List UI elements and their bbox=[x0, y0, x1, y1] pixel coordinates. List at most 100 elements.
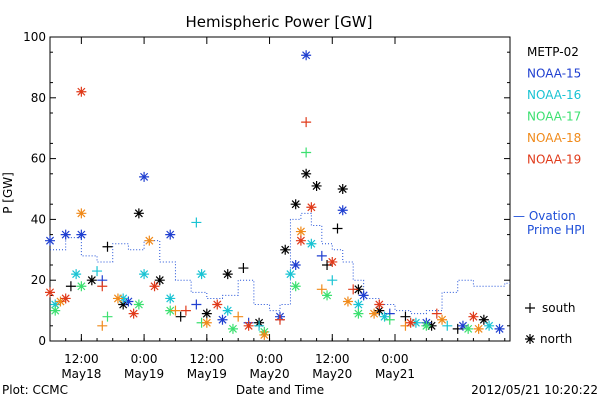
north-marker bbox=[55, 296, 66, 307]
plot-credit: Plot: CCMC bbox=[2, 383, 68, 397]
south-marker bbox=[233, 311, 244, 322]
x-tick-date-label: May18 bbox=[61, 367, 101, 381]
north-marker bbox=[123, 296, 134, 307]
south-marker bbox=[102, 311, 113, 322]
north-marker bbox=[494, 323, 505, 334]
legend: METP-02 NOAA-15 NOAA-16 NOAA-17 NOAA-18 NOAA-… bbox=[513, 45, 585, 346]
legend-entry-noaa-19: NOAA-19 bbox=[527, 153, 581, 167]
series-noaa-15 bbox=[45, 50, 505, 334]
series-metp-02 bbox=[65, 168, 489, 334]
north-marker bbox=[369, 308, 380, 319]
x-tick-time-label: 12:00 bbox=[190, 352, 225, 366]
north-marker bbox=[295, 226, 306, 237]
south-marker bbox=[348, 284, 359, 295]
north-marker bbox=[139, 171, 150, 182]
north-marker bbox=[337, 205, 348, 216]
north-marker bbox=[222, 269, 233, 280]
south-marker bbox=[254, 320, 265, 331]
south-marker bbox=[180, 305, 191, 316]
north-marker bbox=[50, 305, 61, 316]
x-tick-date-label: May19 bbox=[124, 367, 164, 381]
north-marker bbox=[227, 323, 238, 334]
south-marker bbox=[322, 260, 333, 270]
north-marker bbox=[311, 180, 322, 191]
north-marker bbox=[118, 299, 129, 310]
north-marker bbox=[379, 311, 390, 322]
south-marker bbox=[452, 323, 463, 334]
axes: 02040608010012:00May180:00May1912:00May1… bbox=[23, 30, 511, 381]
north-marker bbox=[112, 293, 123, 304]
north-marker bbox=[118, 293, 129, 304]
south-marker bbox=[525, 303, 535, 313]
y-tick-label: 0 bbox=[38, 334, 46, 348]
x-tick-date-label: May20 bbox=[312, 367, 352, 381]
south-marker bbox=[400, 320, 411, 331]
y-tick-label: 80 bbox=[31, 91, 46, 105]
north-marker bbox=[133, 299, 144, 310]
north-marker bbox=[201, 308, 212, 319]
legend-north-label: north bbox=[540, 332, 572, 346]
north-marker bbox=[358, 290, 369, 301]
north-marker bbox=[196, 269, 207, 280]
north-marker bbox=[165, 305, 176, 316]
north-marker bbox=[76, 208, 87, 219]
north-marker bbox=[243, 320, 254, 331]
north-marker bbox=[374, 299, 385, 310]
south-marker bbox=[102, 241, 113, 252]
north-marker bbox=[149, 281, 160, 292]
south-marker bbox=[191, 217, 202, 228]
north-marker bbox=[342, 296, 353, 307]
x-tick-time-label: 0:00 bbox=[256, 352, 283, 366]
legend-entry-metp-02: METP-02 bbox=[527, 45, 579, 59]
south-marker bbox=[301, 117, 312, 128]
south-marker bbox=[191, 299, 202, 310]
south-marker bbox=[332, 223, 343, 234]
north-marker bbox=[473, 323, 484, 334]
north-marker bbox=[86, 275, 97, 286]
north-marker bbox=[353, 308, 364, 319]
north-marker bbox=[437, 314, 448, 325]
north-marker bbox=[71, 269, 82, 280]
north-marker bbox=[76, 86, 87, 97]
south-marker bbox=[92, 266, 103, 277]
north-marker bbox=[139, 269, 150, 280]
series-noaa-18 bbox=[55, 208, 484, 340]
south-marker bbox=[97, 281, 108, 292]
south-marker bbox=[400, 311, 411, 322]
south-marker bbox=[65, 281, 76, 292]
north-marker bbox=[165, 229, 176, 240]
legend-entry-noaa-15: NOAA-15 bbox=[527, 67, 581, 81]
plot-timestamp: 2012/05/21 10:20:22 bbox=[471, 383, 598, 397]
north-marker bbox=[133, 208, 144, 219]
chart-title: Hemispheric Power [GW] bbox=[186, 13, 373, 31]
north-marker bbox=[405, 317, 416, 328]
north-marker bbox=[280, 244, 291, 255]
north-marker bbox=[165, 293, 176, 304]
x-tick-time-label: 0:00 bbox=[131, 352, 158, 366]
data-points-layer bbox=[45, 50, 505, 340]
south-marker bbox=[316, 284, 327, 295]
north-marker bbox=[295, 235, 306, 246]
south-marker bbox=[442, 320, 453, 331]
south-marker bbox=[238, 263, 249, 274]
ovation-line-layer bbox=[50, 212, 510, 315]
north-marker bbox=[128, 308, 139, 319]
north-marker bbox=[290, 260, 301, 270]
south-marker bbox=[301, 147, 312, 158]
ovation-prime-hpi-line bbox=[50, 212, 510, 315]
x-tick-date-label: May21 bbox=[375, 367, 415, 381]
series-noaa-17 bbox=[50, 147, 474, 337]
north-marker bbox=[76, 281, 87, 292]
north-marker bbox=[484, 320, 495, 331]
legend-south-label: south bbox=[542, 301, 576, 315]
north-marker bbox=[353, 299, 364, 310]
y-tick-label: 40 bbox=[31, 212, 46, 226]
series-noaa-19 bbox=[45, 86, 479, 331]
x-tick-time-label: 12:00 bbox=[315, 352, 350, 366]
legend-ovation-line1: — Ovation bbox=[513, 209, 576, 223]
south-marker bbox=[431, 308, 442, 319]
north-marker bbox=[374, 305, 385, 316]
north-marker bbox=[337, 184, 348, 194]
south-marker bbox=[275, 314, 285, 325]
north-marker bbox=[201, 317, 212, 328]
